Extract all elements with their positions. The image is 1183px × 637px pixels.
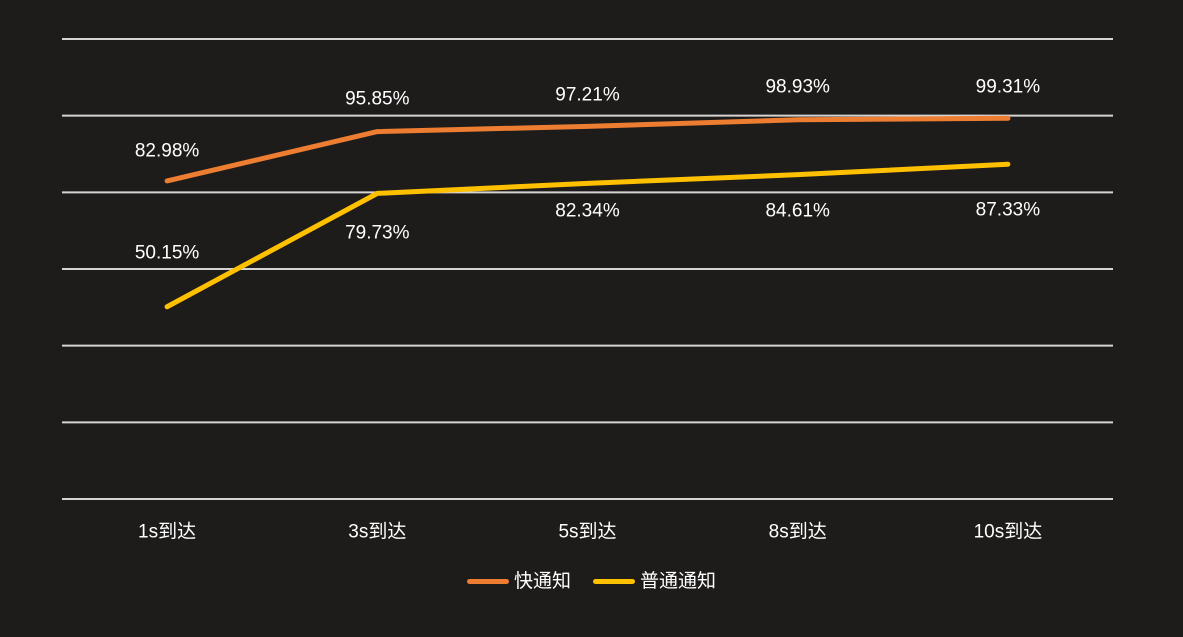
x-axis-label: 8s到达 <box>768 521 827 543</box>
legend-label: 普通通知 <box>640 570 717 592</box>
data-label: 82.98% <box>134 140 200 162</box>
legend-line-marker-icon <box>466 578 509 584</box>
series-line-0 <box>164 115 1011 184</box>
data-label: 99.31% <box>975 76 1041 98</box>
legend-item-0: 快通知 <box>466 570 571 592</box>
x-axis-label: 3s到达 <box>348 521 407 543</box>
x-axis-label: 5s到达 <box>558 521 617 543</box>
legend: 快通知 普通通知 <box>0 566 1183 596</box>
data-label: 98.93% <box>765 76 830 98</box>
data-label: 97.21% <box>555 84 620 106</box>
data-label: 82.34% <box>555 200 620 222</box>
data-label: 79.73% <box>345 222 410 244</box>
legend-label: 快通知 <box>513 570 571 592</box>
data-label: 84.61% <box>765 200 830 222</box>
x-axis-label: 1s到达 <box>138 521 197 543</box>
data-label: 87.33% <box>975 199 1041 221</box>
legend-item-1: 普通通知 <box>593 572 716 591</box>
legend-line-marker-icon <box>593 578 635 584</box>
data-label: 95.85% <box>345 88 410 110</box>
data-label: 50.15% <box>134 242 200 264</box>
series-line-1 <box>164 161 1011 310</box>
x-axis-label: 10s到达 <box>973 521 1043 543</box>
